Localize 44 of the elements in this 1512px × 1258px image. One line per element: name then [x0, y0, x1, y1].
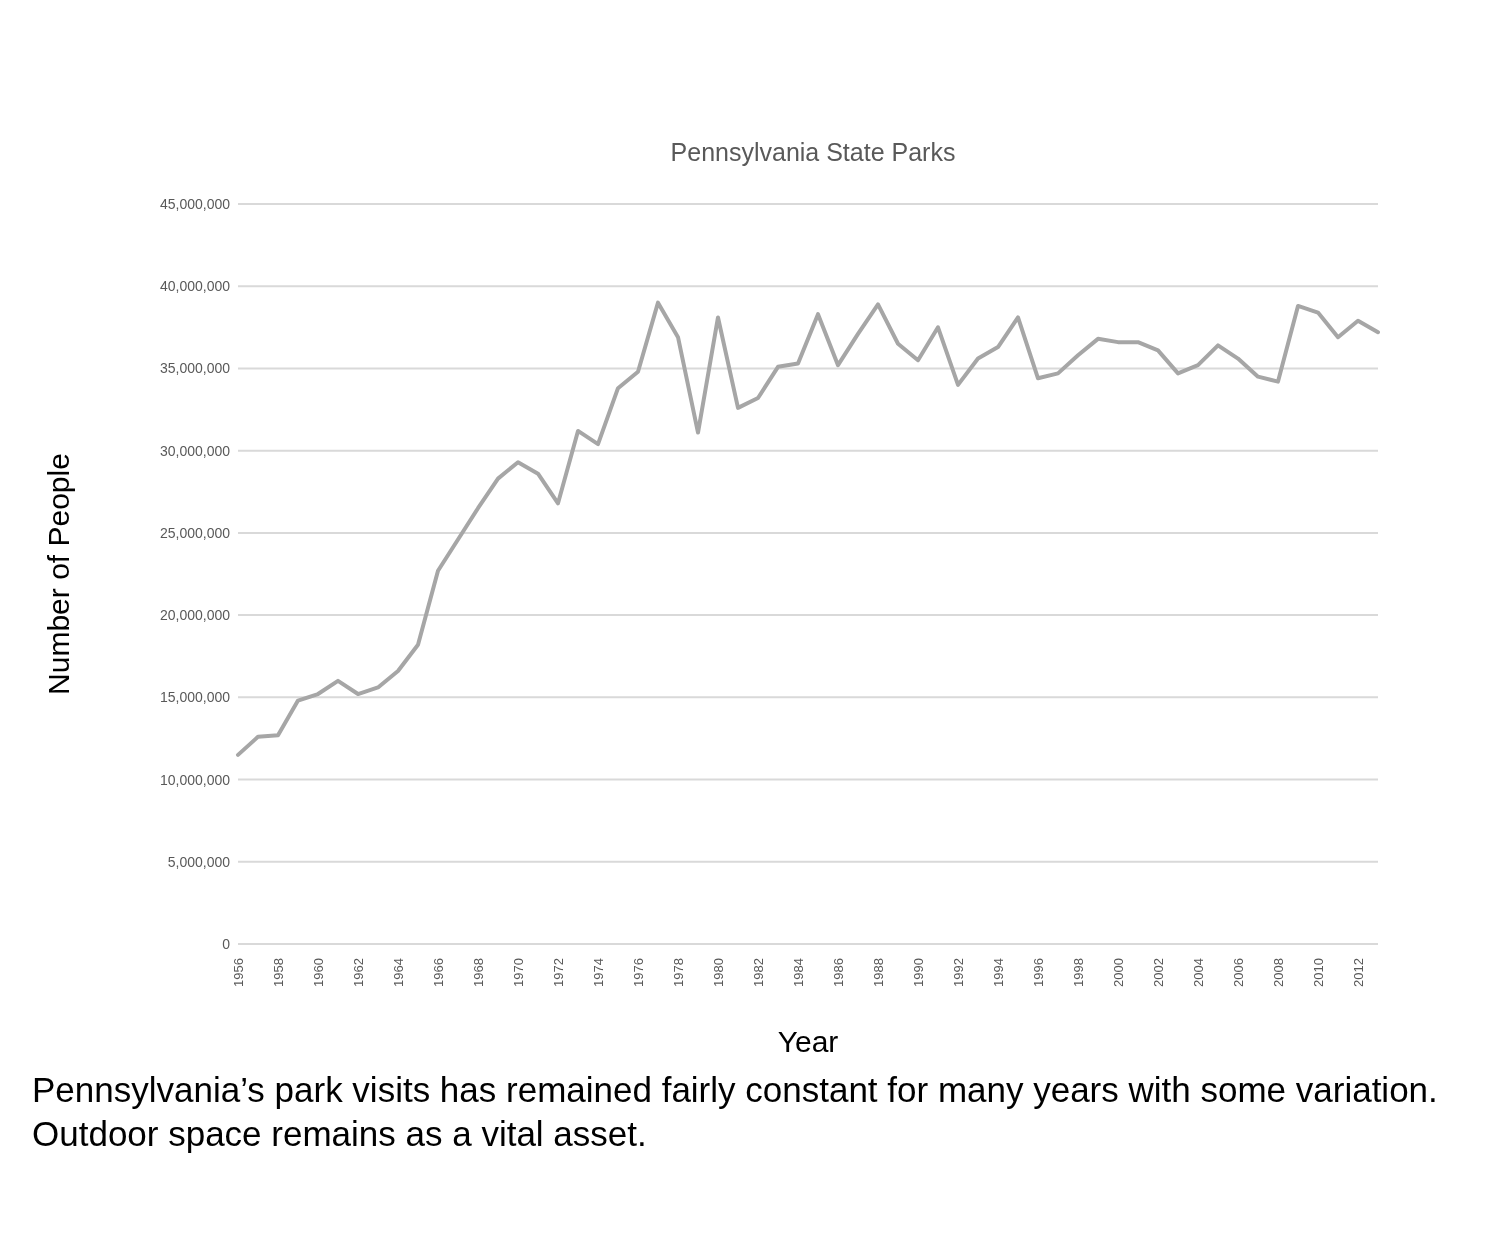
y-tick-label: 35,000,000	[159, 360, 231, 377]
y-tick-label: 40,000,000	[159, 278, 231, 295]
y-tick-label: 45,000,000	[159, 195, 231, 212]
x-tick-label: 1958	[270, 958, 286, 987]
x-tick-label: 2004	[1190, 958, 1206, 987]
y-tick-label: 10,000,000	[159, 771, 231, 788]
x-tick-label: 2000	[1110, 958, 1126, 987]
x-tick-label: 1974	[590, 958, 606, 987]
x-tick-label: 1988	[870, 958, 886, 987]
x-tick-label: 1980	[710, 958, 726, 987]
x-tick-label: 1968	[470, 958, 486, 987]
x-tick-label: 1964	[390, 958, 406, 987]
x-tick-label: 2006	[1230, 958, 1246, 987]
y-axis-title: Number of People	[41, 453, 75, 695]
x-tick-label: 1966	[430, 958, 446, 987]
y-tick-label: 0	[222, 935, 231, 952]
x-tick-label: 1970	[510, 958, 526, 987]
x-tick-label: 1962	[350, 958, 366, 987]
x-tick-label: 1984	[790, 958, 806, 987]
x-axis-title: Year	[777, 1025, 839, 1058]
y-tick-label: 15,000,000	[159, 689, 231, 706]
x-tick-label: 2002	[1150, 958, 1166, 987]
text: Pennsylvania’s park visits has remained fairly constant for many years with some variation. Outdoor space remains as a vital asset.	[31, 1069, 1439, 1155]
x-tick-label: 1976	[630, 958, 646, 987]
y-tick-label: 30,000,000	[159, 442, 231, 459]
y-tick-label: 25,000,000	[159, 524, 231, 541]
x-tick-label: 1990	[910, 958, 926, 987]
x-tick-label: 2008	[1270, 958, 1286, 987]
y-tick-label: 20,000,000	[159, 607, 231, 624]
x-tick-label: 1960	[310, 958, 326, 987]
x-tick-label: 1978	[670, 958, 686, 987]
x-tick-label: 1994	[990, 958, 1006, 987]
x-tick-label: 1972	[550, 958, 566, 987]
x-tick-label: 1986	[830, 958, 846, 987]
line-series	[236, 300, 1380, 757]
x-tick-label: 2012	[1350, 958, 1366, 987]
y-tick-label: 5,000,000	[167, 853, 231, 870]
x-tick-label: 1992	[950, 958, 966, 987]
x-tick-label: 2010	[1310, 958, 1326, 987]
x-tick-label: 1998	[1070, 958, 1086, 987]
chart-title: Pennsylvania State Parks	[669, 138, 957, 168]
x-tick-label: 1956	[230, 958, 246, 987]
x-tick-label: 1982	[750, 958, 766, 987]
x-tick-label: 1996	[1030, 958, 1046, 987]
